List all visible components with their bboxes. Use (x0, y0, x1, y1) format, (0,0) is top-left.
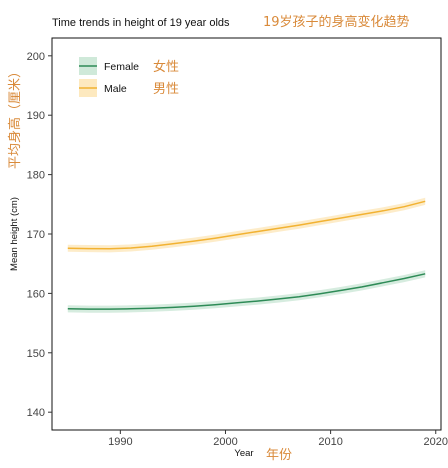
female-confidence-band (67, 270, 426, 313)
legend-male-label: Male (104, 83, 127, 95)
male-confidence-band (67, 197, 426, 253)
y-axis-label-cn: 平均身高（厘米） (7, 65, 23, 169)
y-axis: 140 150 160 170 180 190 200 (27, 51, 52, 419)
x-axis-label-cn: 年份 (266, 448, 292, 463)
legend-male-label-cn: 男性 (153, 82, 179, 97)
female-series-line (67, 273, 426, 310)
x-tick-label: 2000 (213, 436, 237, 448)
chart-title-cn: 19岁孩子的身高变化趋势 (263, 14, 410, 30)
confidence-bands (67, 197, 426, 313)
legend-female-label-cn: 女性 (153, 59, 179, 75)
x-tick-label: 2010 (318, 436, 342, 448)
legend-female-label: Female (104, 61, 139, 73)
x-axis-label: Year (234, 448, 253, 459)
x-axis: 1990 2000 2010 2020 (108, 430, 448, 448)
y-tick-label: 180 (27, 170, 45, 182)
y-tick-label: 150 (27, 348, 45, 360)
y-tick-label: 200 (27, 51, 45, 63)
legend: Female 女性 Male 男性 (79, 57, 179, 97)
y-tick-label: 160 (27, 288, 45, 300)
male-series-line (67, 200, 426, 250)
y-axis-label: Mean height (cm) (9, 197, 20, 271)
x-tick-label: 2020 (424, 436, 448, 448)
y-tick-label: 170 (27, 229, 45, 241)
y-tick-label: 190 (27, 110, 45, 122)
y-tick-label: 140 (27, 407, 45, 419)
series-lines (67, 200, 426, 310)
x-tick-label: 1990 (108, 436, 132, 448)
chart-title: Time trends in height of 19 year olds (52, 17, 230, 29)
